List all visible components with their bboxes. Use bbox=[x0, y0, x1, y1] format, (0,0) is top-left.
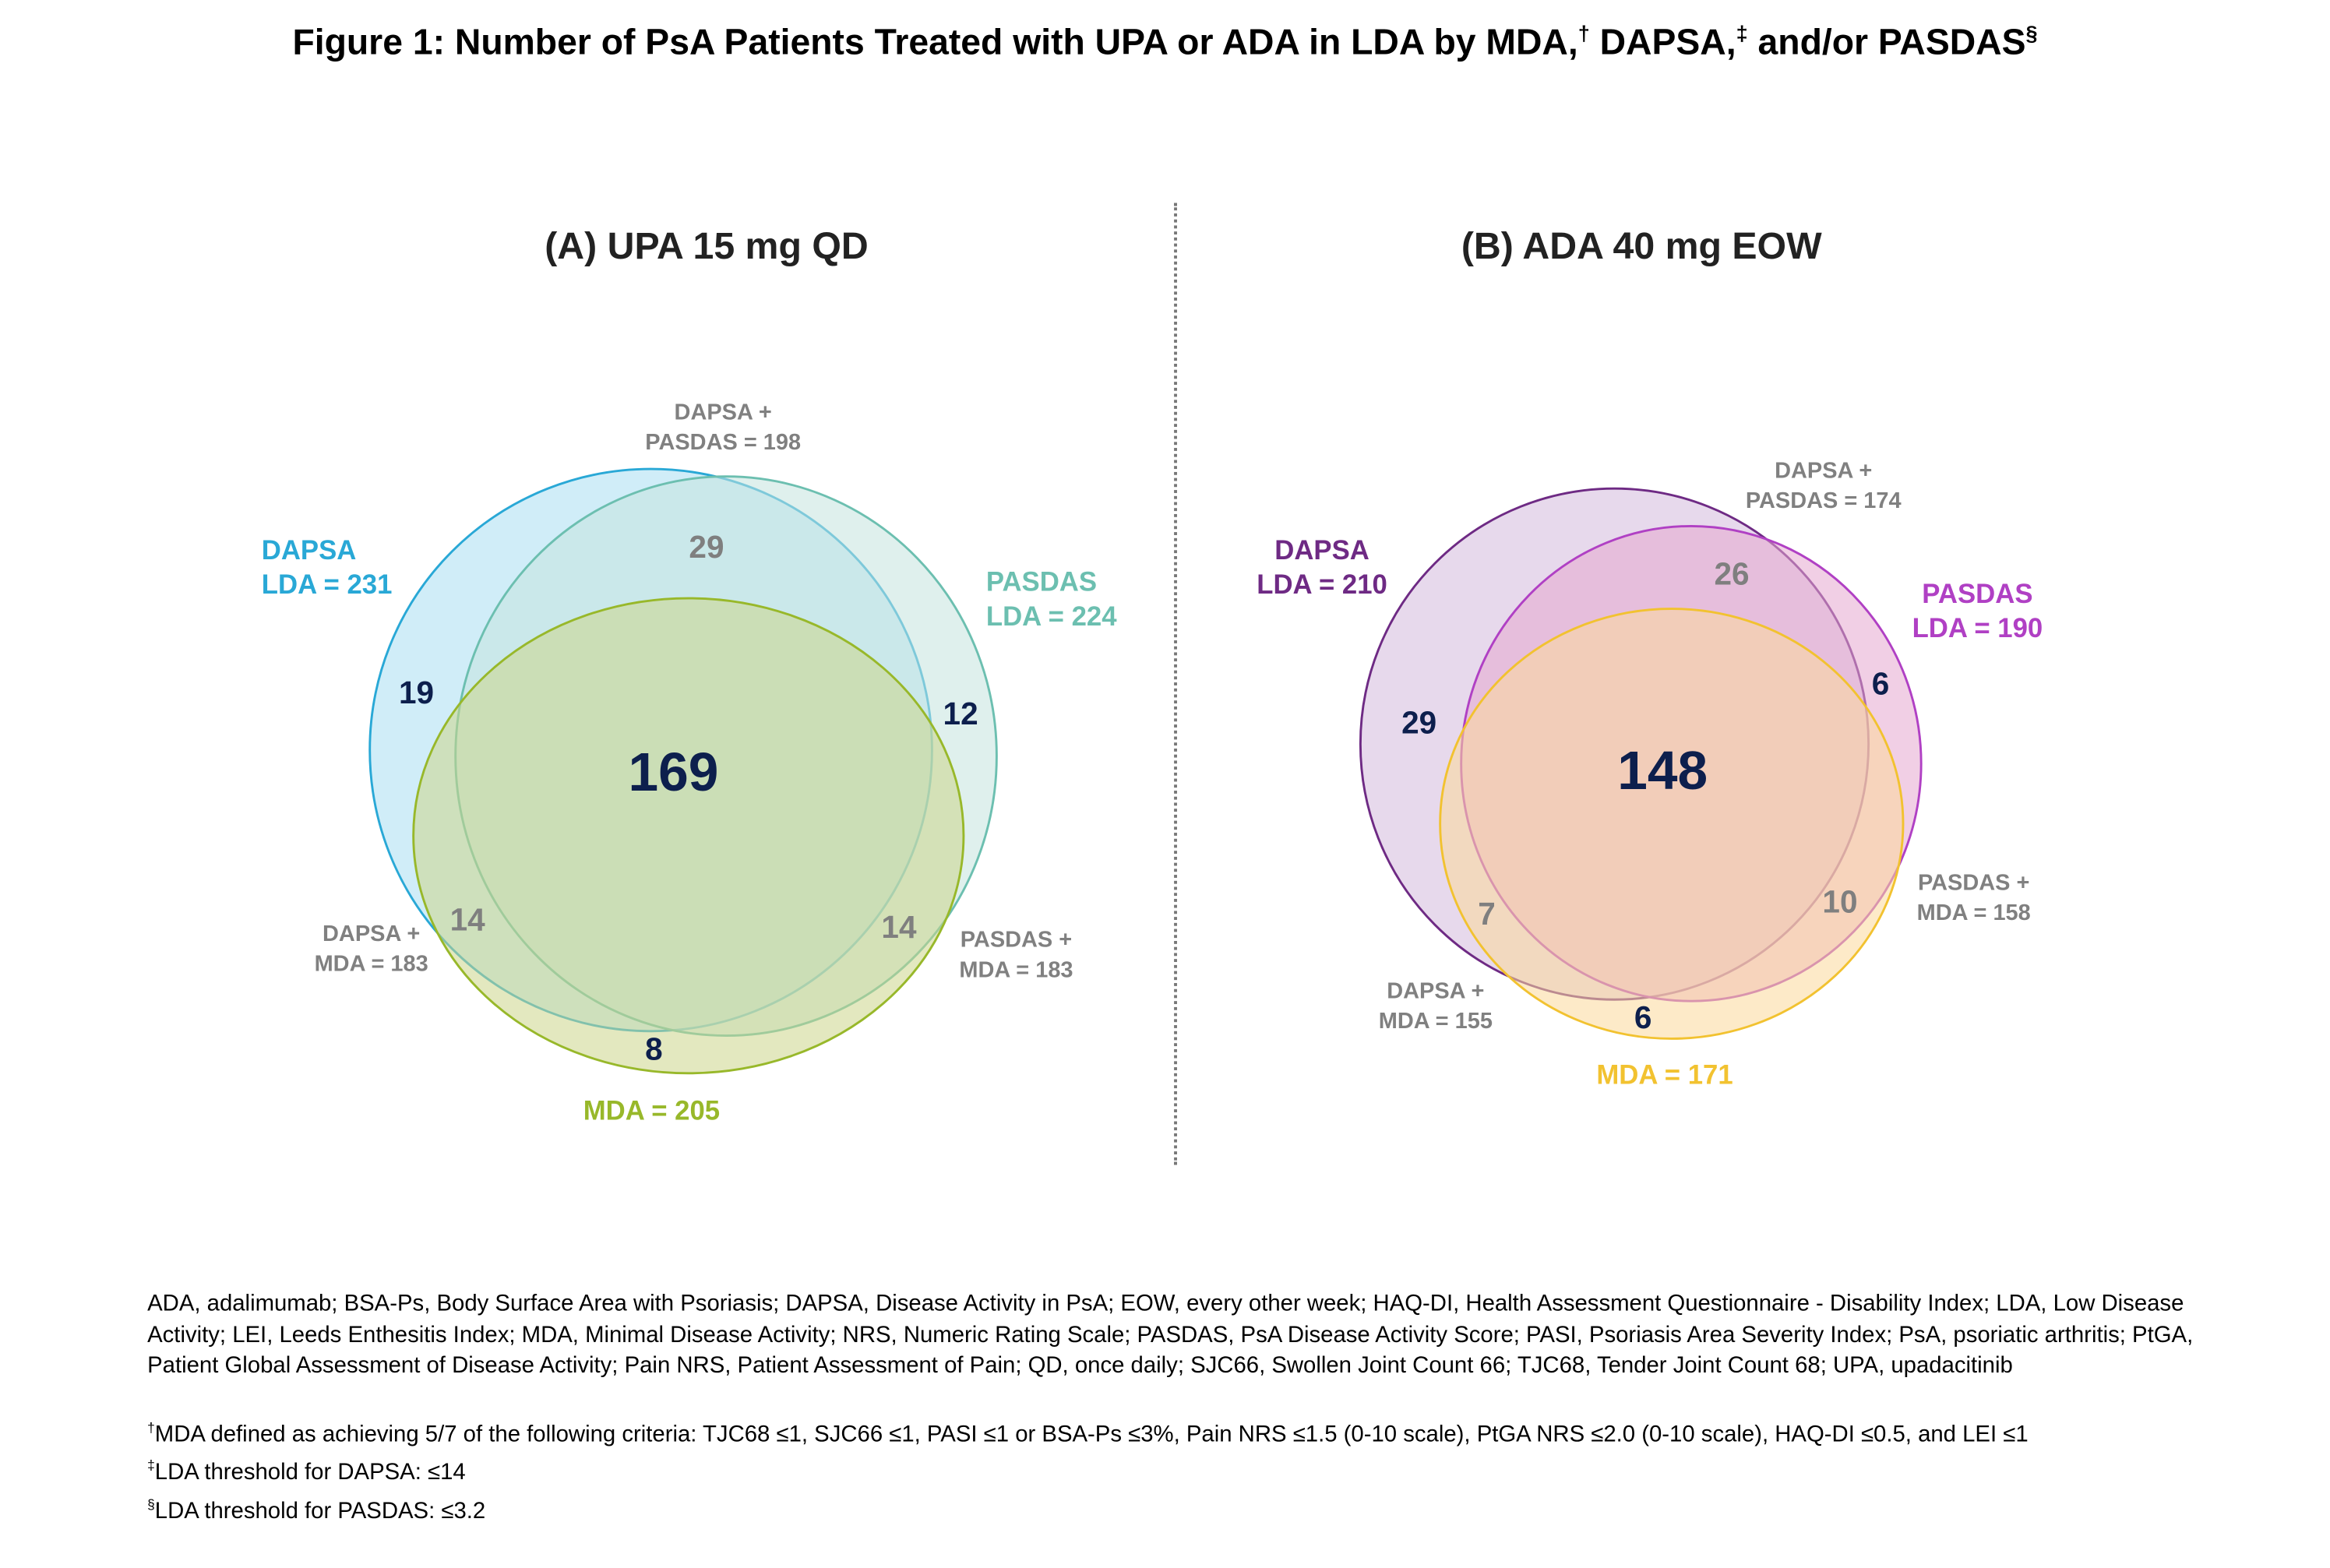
panel-b-region-pasdas-only: 6 bbox=[1871, 667, 1890, 703]
panel-a-mda-circle bbox=[412, 597, 965, 1075]
panel-b-dapsa-label: DAPSA LDA = 210 bbox=[1257, 534, 1387, 603]
footnote-mark: ‡ bbox=[147, 1457, 155, 1474]
pair-label: PASDAS + bbox=[960, 927, 1073, 953]
panel-a-region-mda-only: 8 bbox=[645, 1032, 663, 1068]
panel-a-dapsa-label: DAPSA LDA = 231 bbox=[262, 534, 393, 603]
footnotes: ADA, adalimumab; BSA-Ps, Body Surface Ar… bbox=[147, 1290, 2207, 1527]
footnote-dapsa: ‡LDA threshold for DAPSA: ≤14 bbox=[147, 1450, 2207, 1489]
abbreviations: ADA, adalimumab; BSA-Ps, Body Surface Ar… bbox=[147, 1291, 2194, 1379]
panel-b-region-pasdas-mda: 10 bbox=[1822, 885, 1858, 920]
pair-label: DAPSA + bbox=[1387, 978, 1485, 1005]
panel-divider bbox=[1174, 203, 1177, 1165]
pair-count: MDA = 183 bbox=[959, 957, 1073, 984]
footnote-text: LDA threshold for DAPSA: ≤14 bbox=[154, 1459, 466, 1485]
set-count: LDA = 210 bbox=[1257, 569, 1387, 600]
panel-a-region-dapsa-mda: 14 bbox=[449, 903, 485, 939]
pair-label: PASDAS + bbox=[1917, 870, 2030, 897]
footnote-mark: § bbox=[147, 1496, 155, 1512]
panel-a-region-dapsa-pasdas: 29 bbox=[689, 530, 724, 566]
title-text: and/or PASDAS bbox=[1747, 22, 2026, 64]
pair-label: DAPSA + bbox=[1775, 458, 1873, 484]
set-label: PASDAS bbox=[1922, 578, 2033, 609]
panel-b-pasdas-mda-label: PASDAS + MDA = 158 bbox=[1917, 869, 2031, 928]
panel-a-pasdas-mda-label: PASDAS + MDA = 183 bbox=[959, 926, 1073, 986]
panel-a-mda-label: MDA = 205 bbox=[583, 1095, 721, 1126]
panel-a-pasdas-label: PASDAS LDA = 224 bbox=[986, 566, 1117, 635]
footnote-mda: †MDA defined as achieving 5/7 of the fol… bbox=[147, 1412, 2207, 1450]
set-label: DAPSA bbox=[261, 534, 357, 566]
footnote-text: MDA defined as achieving 5/7 of the foll… bbox=[154, 1421, 2029, 1447]
panel-a-dapsa-mda-label: DAPSA + MDA = 183 bbox=[315, 920, 428, 980]
panel-a-title: (A) UPA 15 mg QD bbox=[545, 225, 869, 268]
figure-title: Figure 1: Number of PsA Patients Treated… bbox=[0, 21, 2330, 65]
panel-a-region-pasdas-only: 12 bbox=[943, 697, 978, 732]
pair-label: DAPSA + bbox=[323, 921, 421, 947]
title-footnote-mark: † bbox=[1577, 21, 1590, 45]
pair-count: MDA = 183 bbox=[314, 951, 428, 978]
panel-b-dapsa-mda-label: DAPSA + MDA = 155 bbox=[1379, 977, 1493, 1037]
panel-a-dapsa-pasdas-label: DAPSA + PASDAS = 198 bbox=[645, 398, 801, 458]
set-count: LDA = 190 bbox=[1912, 613, 2043, 643]
panel-a-region-all: 169 bbox=[628, 741, 719, 803]
pair-label: DAPSA + bbox=[674, 400, 772, 426]
panel-a-region-dapsa-only: 19 bbox=[398, 676, 435, 711]
panel-b-title: (B) ADA 40 mg EOW bbox=[1461, 225, 1822, 268]
title-text: Figure 1: Number of PsA Patients Treated… bbox=[292, 22, 1578, 64]
panel-b-region-dapsa-only: 29 bbox=[1401, 706, 1437, 742]
panel-b-region-dapsa-pasdas: 26 bbox=[1714, 557, 1750, 593]
panel-b-dapsa-pasdas-label: DAPSA + PASDAS = 174 bbox=[1746, 457, 1902, 517]
pair-count: MDA = 158 bbox=[1916, 900, 2031, 926]
set-label: PASDAS bbox=[985, 566, 1098, 597]
footnote-mark: † bbox=[147, 1419, 155, 1435]
title-text: DAPSA, bbox=[1589, 22, 1736, 64]
footnote-pasdas: §LDA threshold for PASDAS: ≤3.2 bbox=[147, 1489, 2207, 1527]
panel-b-mda-circle bbox=[1439, 608, 1905, 1040]
panel-b-region-mda-only: 6 bbox=[1634, 1001, 1652, 1036]
set-count: LDA = 231 bbox=[261, 569, 393, 600]
set-label: DAPSA bbox=[1274, 534, 1369, 566]
title-footnote-mark: § bbox=[2025, 21, 2038, 45]
panel-b-pasdas-label: PASDAS LDA = 190 bbox=[1912, 577, 2043, 647]
pair-count: MDA = 155 bbox=[1378, 1008, 1493, 1034]
pair-count: PASDAS = 198 bbox=[645, 429, 802, 456]
panel-b-mda-label: MDA = 171 bbox=[1596, 1059, 1733, 1091]
pair-count: PASDAS = 174 bbox=[1745, 488, 1902, 514]
panel-b-region-all: 148 bbox=[1617, 739, 1708, 802]
panel-a-region-pasdas-mda: 14 bbox=[881, 911, 917, 946]
footnote-text: LDA threshold for PASDAS: ≤3.2 bbox=[154, 1498, 486, 1524]
set-count: LDA = 224 bbox=[985, 601, 1117, 632]
title-footnote-mark: ‡ bbox=[1736, 21, 1748, 45]
panel-b-region-dapsa-mda: 7 bbox=[1478, 897, 1496, 932]
